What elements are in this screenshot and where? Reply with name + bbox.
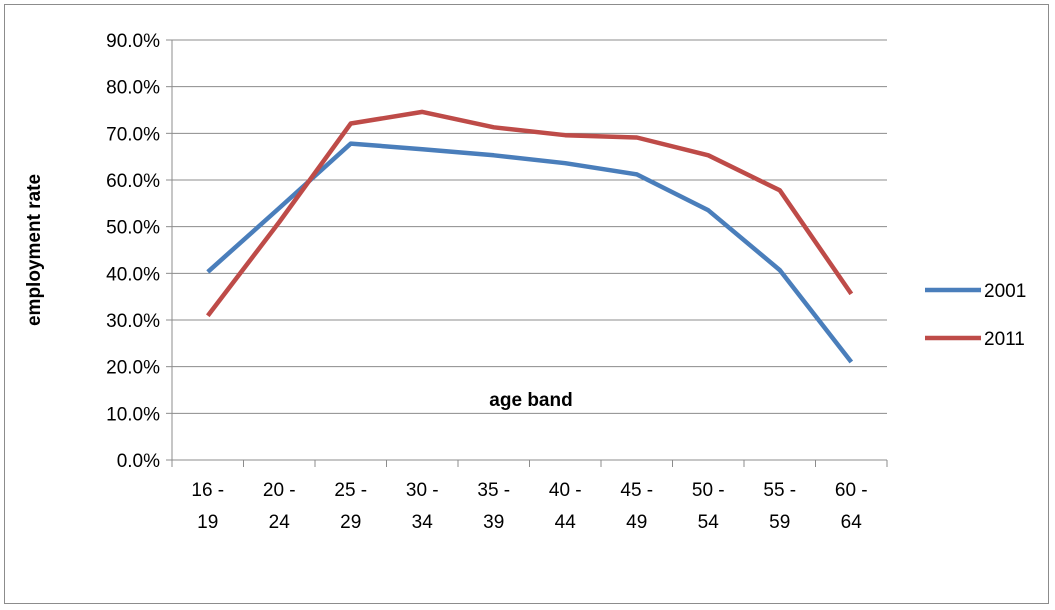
x-tick-label-line: 55 -: [763, 480, 796, 501]
x-tick-label-line: 24: [269, 512, 291, 533]
x-tick-label: 60 - 64: [835, 480, 868, 533]
x-tick-label-line: 20 -: [263, 480, 296, 501]
x-tick-label: 50 - 54: [692, 480, 725, 533]
x-tick-label-line: 50 -: [692, 480, 725, 501]
y-axis-title: employment rate: [24, 174, 45, 326]
x-tick-label: 30 - 34: [406, 480, 439, 533]
x-tick-label: 40 - 44: [549, 480, 582, 533]
x-tick-label-line: 35 -: [477, 480, 510, 501]
gridlines: [172, 39, 887, 414]
legend-label-2011: 2011: [984, 329, 1025, 350]
x-tick-label-line: 45 -: [620, 480, 653, 501]
y-tick-label: 80.0%: [106, 78, 160, 99]
x-tick-labels: 16 - 19 20 - 24 25 - 29 30 - 34 35 - 39 40 - 44 45 -…: [191, 480, 867, 533]
x-tick-label-line: 64: [841, 512, 863, 533]
x-tick-label: 35 - 39: [477, 480, 510, 533]
x-tick-label-line: 40 -: [549, 480, 582, 501]
x-tick-label-line: 49: [626, 512, 647, 533]
y-tick-label: 20.0%: [106, 358, 160, 379]
x-tick-label-line: 34: [412, 512, 434, 533]
x-tick-label: 45 - 49: [620, 480, 653, 533]
x-tick-label-line: 59: [769, 512, 790, 533]
x-tick-label-line: 16 -: [191, 480, 224, 501]
x-tick-label: 55 - 59: [763, 480, 796, 533]
chart-area: [4, 4, 1049, 604]
legend-label-2001: 2001: [984, 281, 1026, 302]
x-tick-label-line: 54: [698, 512, 720, 533]
y-tick-labels: 0.0% 10.0% 20.0% 30.0% 40.0% 50.0% 60.0% 70.0% 8…: [106, 31, 160, 472]
y-tick-label: 60.0%: [106, 171, 160, 192]
x-tick-label-line: 29: [340, 512, 361, 533]
y-tick-label: 70.0%: [106, 124, 160, 145]
x-tick-label-line: 19: [197, 512, 218, 533]
x-tick-label-line: 44: [555, 512, 577, 533]
legend: 2001 2011: [925, 281, 1026, 350]
x-tick-label-line: 60 -: [835, 480, 868, 501]
x-axis-title: age band: [489, 390, 572, 411]
y-tick-label: 0.0%: [117, 451, 160, 472]
y-tick-label: 50.0%: [106, 218, 160, 239]
x-tick-label-line: 30 -: [406, 480, 439, 501]
y-tick-label: 40.0%: [106, 264, 160, 285]
series-line-2011: [206, 109, 854, 318]
series-lines: [206, 109, 854, 364]
y-tick-label: 30.0%: [106, 311, 160, 332]
axes: [166, 39, 888, 467]
x-tick-label: 16 - 19: [191, 480, 224, 533]
x-tick-label-line: 25 -: [334, 480, 367, 501]
x-tick-label-line: 39: [483, 512, 504, 533]
x-tick-label: 25 - 29: [334, 480, 367, 533]
x-tick-label: 20 - 24: [263, 480, 296, 533]
y-tick-label: 10.0%: [106, 404, 160, 425]
y-tick-label: 90.0%: [106, 31, 160, 52]
